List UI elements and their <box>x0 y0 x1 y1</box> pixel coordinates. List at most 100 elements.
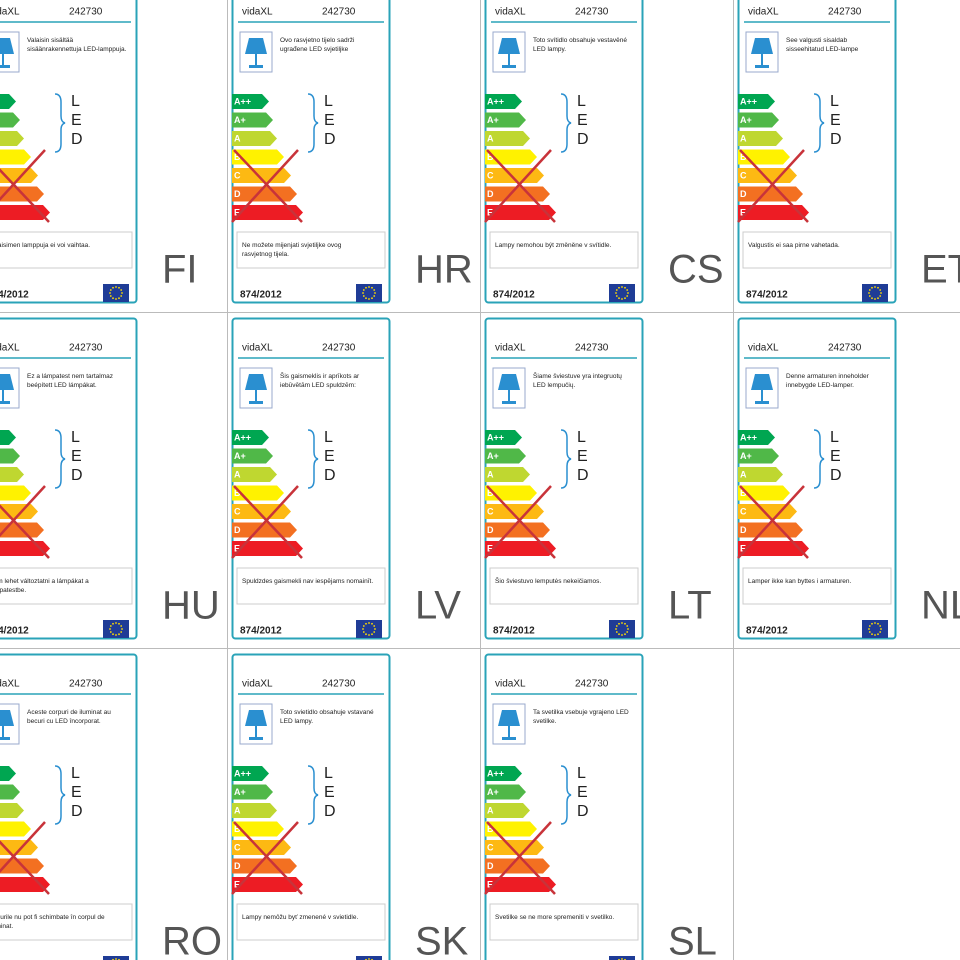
class-bar <box>232 186 297 202</box>
class-bar <box>485 94 522 109</box>
flag-star <box>626 289 629 291</box>
class-label: C <box>234 506 241 516</box>
flag-star <box>621 634 623 636</box>
flag-star <box>373 289 376 291</box>
eu-flag <box>103 956 129 960</box>
flag-star <box>874 286 876 288</box>
class-bar <box>485 840 544 855</box>
flag-star <box>621 286 623 288</box>
cross-line <box>233 821 303 895</box>
flag-star <box>365 286 367 289</box>
cross-line <box>231 485 299 559</box>
lamp-icon <box>0 374 14 404</box>
energy-label: vidaXL 242730 Toto svietidlo obsahuje vsta… <box>231 653 391 960</box>
class-bar <box>0 485 31 501</box>
label-text: Denne armaturen inneholder innebygde LED-… <box>786 373 870 389</box>
cross-line <box>231 821 299 895</box>
class-label: D <box>234 861 241 871</box>
flag-star <box>871 622 873 625</box>
energy-label: vidaXL 242730 Šiame šviestuve yra integruo… <box>484 317 644 640</box>
class-bar <box>485 168 544 183</box>
flag-star <box>120 295 123 297</box>
flag-star <box>374 292 376 294</box>
flag-star <box>368 958 370 960</box>
flag-star <box>115 298 117 300</box>
class-label: A <box>487 133 494 143</box>
flag-star <box>624 286 626 289</box>
flag-star <box>874 622 876 624</box>
class-label: B <box>487 488 494 498</box>
note-box <box>489 567 639 605</box>
flag-star <box>118 622 120 625</box>
class-bar <box>232 112 273 128</box>
led-letter: L <box>577 93 586 110</box>
class-label: A++ <box>740 432 757 442</box>
flag-star <box>121 628 123 630</box>
label-text: Valaisin sisältää sisäänrakennettuja LED-… <box>27 37 127 53</box>
cell: vidaXL 242730 Denne armaturen inneholder in… <box>737 317 960 640</box>
class-label: E <box>740 543 746 553</box>
class-label: A <box>234 469 241 479</box>
flag-star <box>365 622 367 625</box>
note-box <box>0 231 133 269</box>
flag-star <box>109 289 112 291</box>
flag-star <box>120 625 123 627</box>
brand: vidaXL <box>0 679 20 690</box>
model: 242730 <box>69 343 103 354</box>
class-bar <box>232 803 277 818</box>
model: 242730 <box>575 7 609 18</box>
flag-star <box>879 295 882 297</box>
class-bar <box>0 430 16 445</box>
class-bar <box>485 522 550 538</box>
cross-line <box>739 485 809 559</box>
brace <box>54 93 66 153</box>
flag-star <box>115 958 117 960</box>
class-label: A+ <box>740 451 752 461</box>
class-bar <box>738 541 809 556</box>
language-code: SL <box>668 920 717 960</box>
class-bar <box>485 803 530 818</box>
class-label: A+ <box>234 451 246 461</box>
note-box <box>489 903 639 941</box>
eu-flag <box>356 284 382 302</box>
class-label: D <box>740 525 747 535</box>
flag-star <box>868 292 870 294</box>
cross-line <box>739 149 809 223</box>
flag-star <box>615 631 618 633</box>
flag-star <box>368 634 370 636</box>
language-code: HR <box>415 248 473 292</box>
language-code: ET <box>921 248 960 292</box>
eu-flag <box>103 284 129 302</box>
flag-star <box>877 297 879 300</box>
note-box <box>742 567 892 605</box>
flag-field <box>862 284 888 302</box>
led-letter: D <box>71 803 83 820</box>
flag-star <box>120 289 123 291</box>
flag-star <box>368 622 370 624</box>
led-letter: L <box>71 93 80 110</box>
note-text: Ne možete mijenjati svjetiljke ovog rasvj… <box>242 242 342 258</box>
model: 242730 <box>828 343 862 354</box>
class-bar <box>738 430 775 445</box>
led-letter: L <box>71 765 80 782</box>
class-label: C <box>740 506 747 516</box>
language-code: NL <box>921 584 960 628</box>
class-bar <box>232 205 303 220</box>
led-letter: E <box>577 112 588 129</box>
flag-star <box>618 297 620 300</box>
cross-line <box>486 821 556 895</box>
eu-flag <box>609 284 635 302</box>
energy-label: vidaXL 242730 Šis gaismeklis ir aprīkots a… <box>231 317 391 640</box>
cell: vidaXL 242730 See valgusti sisaldab sisseeh… <box>737 0 960 304</box>
class-bar <box>0 205 50 220</box>
flag-star <box>371 633 373 636</box>
cross-line <box>0 504 50 559</box>
lamp-icon <box>245 38 267 68</box>
class-bar <box>485 541 556 556</box>
class-label: E <box>487 879 493 889</box>
led-letter: E <box>71 112 82 129</box>
note-text: Šio šviestuvo lemputės nekeičiamos. <box>495 576 601 585</box>
flag-star <box>615 289 618 291</box>
class-bar <box>0 467 24 482</box>
flag-field <box>103 284 129 302</box>
